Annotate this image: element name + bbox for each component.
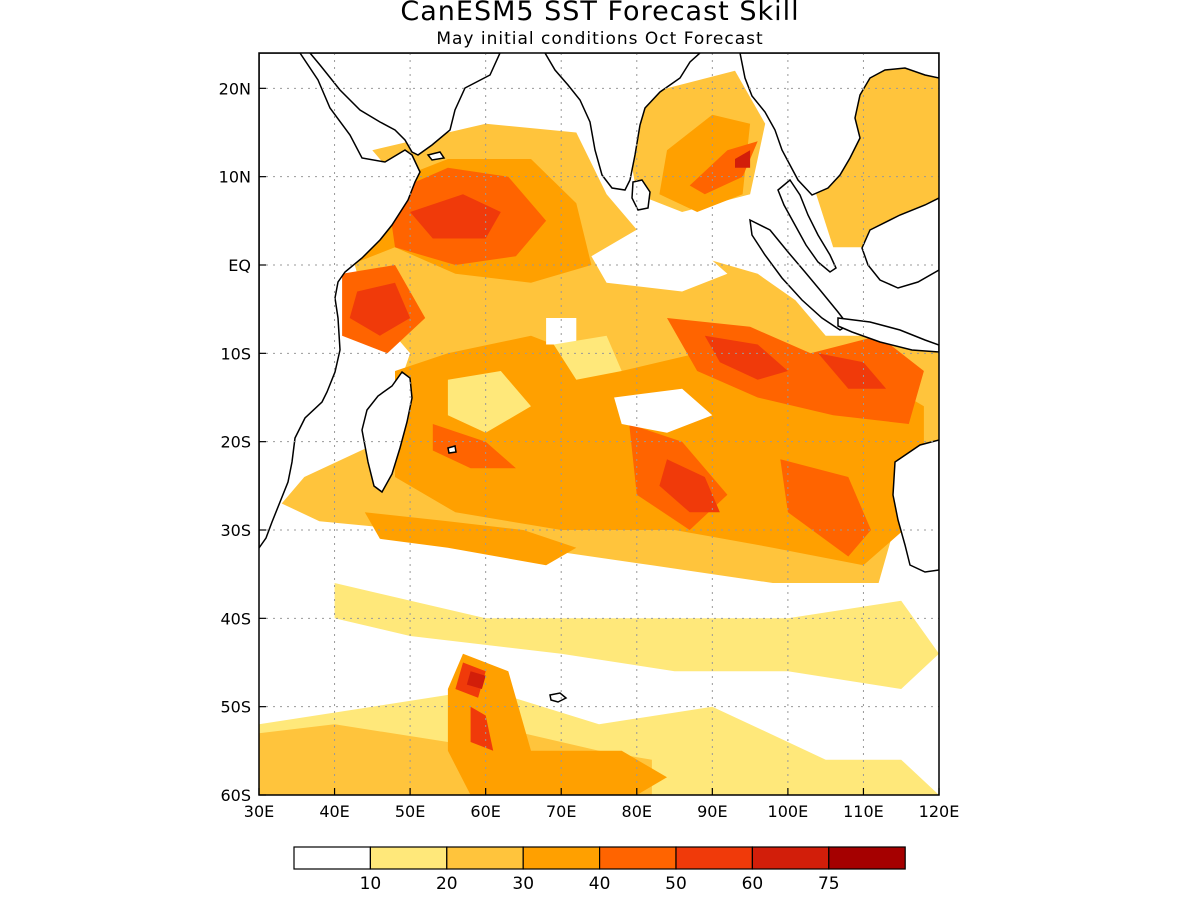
- skill-region-18: [410, 194, 501, 239]
- skill-region-25: [466, 671, 486, 689]
- land-borneo: [861, 197, 939, 289]
- skill-region-17: [432, 424, 516, 469]
- lat-tick-label: 60S: [220, 786, 251, 805]
- skill-region-6: [364, 512, 577, 566]
- colorbar-swatch: [369, 846, 448, 870]
- lat-tick-label: 40S: [220, 609, 251, 628]
- lon-tick-label: 80E: [622, 802, 652, 821]
- skill-region-20: [704, 335, 788, 380]
- map-frame: [258, 52, 940, 796]
- land-madagascar: [361, 370, 413, 494]
- lat-tick-label: 20S: [220, 433, 251, 452]
- skill-region-27: [591, 229, 728, 292]
- map-title: CanESM5 SST Forecast Skill: [400, 0, 800, 27]
- lon-tick-label: 40E: [319, 802, 349, 821]
- land-malay-peninsula: [777, 178, 837, 273]
- skill-region-9: [659, 114, 751, 212]
- lat-tick-label: 20N: [219, 79, 251, 98]
- land-indochina: [739, 53, 939, 196]
- skill-region-15: [780, 459, 871, 557]
- land-socotra: [426, 151, 446, 161]
- lon-tick-label: 30E: [244, 802, 274, 821]
- land-india: [544, 53, 702, 191]
- graticule: [259, 53, 939, 795]
- lat-tick-label: 10S: [220, 344, 251, 363]
- skill-region-23: [470, 706, 494, 751]
- lat-tick-label: EQ: [228, 256, 251, 275]
- colorbar-label: 40: [589, 874, 611, 894]
- land-australia: [892, 439, 939, 573]
- lat-tick-label: 10N: [219, 168, 251, 187]
- colorbar-label: 10: [360, 874, 382, 894]
- colorbar-label: 50: [665, 874, 687, 894]
- colorbar-swatch: [675, 846, 754, 870]
- lon-tick-label: 120E: [919, 802, 960, 821]
- skill-region-28: [614, 388, 713, 433]
- lon-tick-label: 90E: [697, 802, 727, 821]
- colorbar-swatch: [522, 846, 601, 870]
- lon-tick-label: 60E: [470, 802, 500, 821]
- colorbar-swatch: [751, 846, 830, 870]
- skill-region-31: [553, 335, 622, 380]
- skill-field: [259, 53, 939, 795]
- skill-region-21: [659, 459, 720, 513]
- lon-tick-label: 70E: [546, 802, 576, 821]
- skill-region-26: [735, 150, 751, 168]
- land-mauritius: [447, 445, 457, 454]
- land-arabia: [309, 53, 501, 156]
- skill-region-16: [689, 141, 758, 195]
- map-axes: 30E 40E 50E 60E 70E 80E 90E 100E 110E 120E 20N 10N E…: [219, 79, 960, 821]
- colorbar-swatch: [828, 846, 906, 870]
- lon-tick-label: 100E: [768, 802, 809, 821]
- colorbar-label: 30: [512, 874, 534, 894]
- colorbar-swatch: [293, 846, 372, 870]
- colorbar-label: 75: [818, 874, 840, 894]
- lat-tick-label: 30S: [220, 521, 251, 540]
- land-kerguelen: [549, 692, 568, 703]
- lat-tick-label: 50S: [220, 698, 251, 717]
- colorbar: 10 20 30 40 50 60 75: [293, 846, 906, 894]
- map-subtitle: May initial conditions Oct Forecast: [436, 29, 764, 49]
- skill-region-19: [349, 282, 411, 336]
- colorbar-swatch: [446, 846, 524, 870]
- skill-region-10: [447, 653, 667, 795]
- colorbar-label: 20: [436, 874, 458, 894]
- skill-region-24: [818, 353, 887, 389]
- colorbar-swatch: [598, 846, 677, 870]
- skill-region-29: [546, 318, 577, 345]
- skill-region-30: [447, 371, 531, 433]
- lon-tick-label: 110E: [843, 802, 884, 821]
- lon-tick-label: 50E: [395, 802, 425, 821]
- colorbar-label: 60: [742, 874, 764, 894]
